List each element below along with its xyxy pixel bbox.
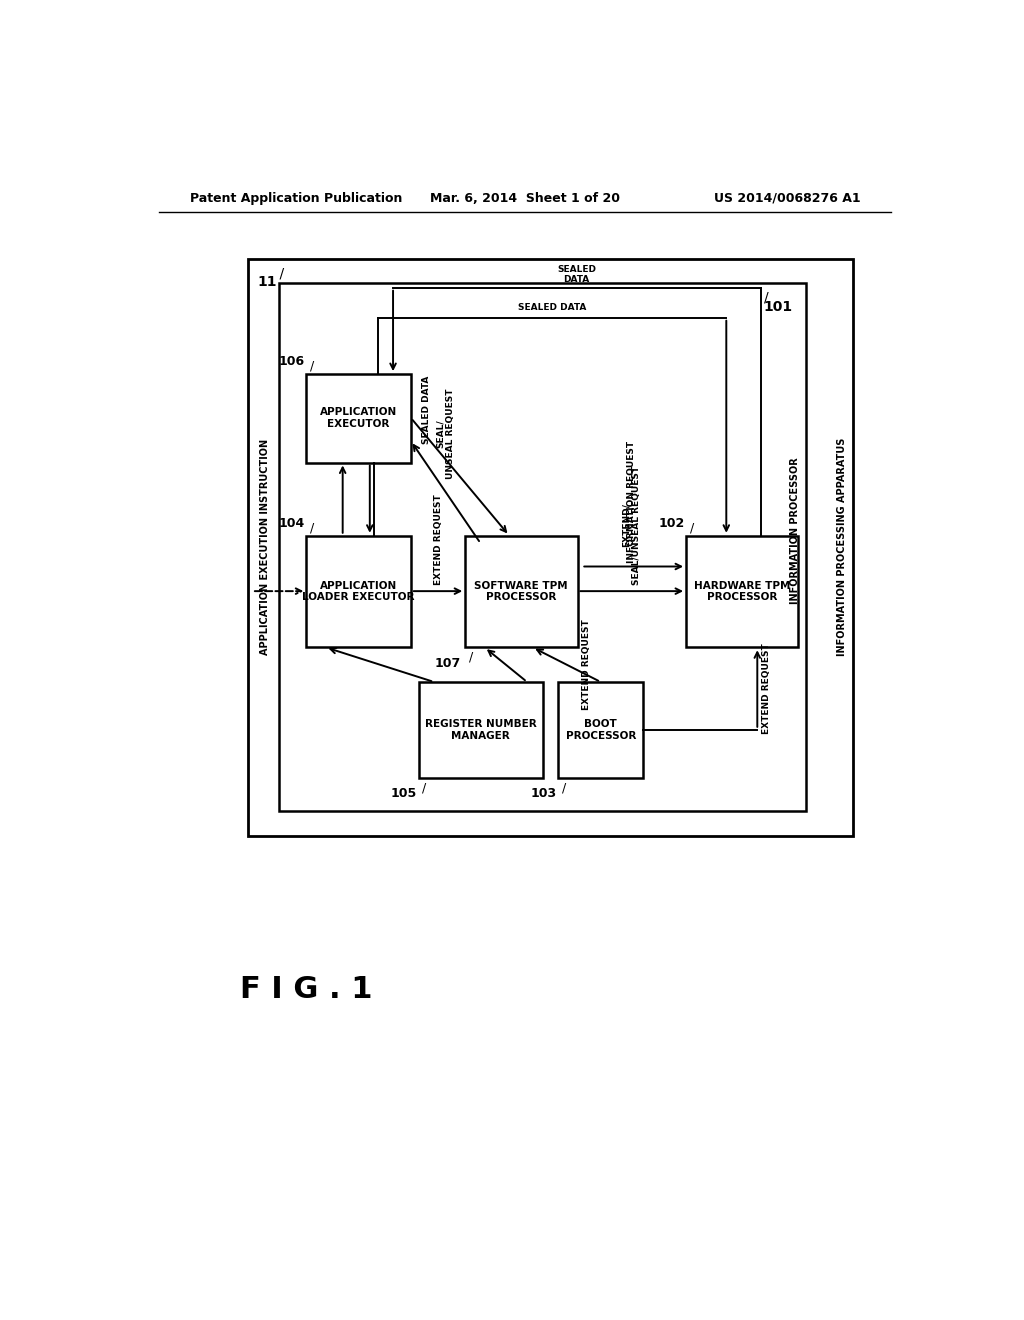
Text: 103: 103 bbox=[530, 788, 557, 800]
Bar bbox=[248, 259, 853, 836]
Text: SEALED DATA: SEALED DATA bbox=[518, 302, 586, 312]
Text: 104: 104 bbox=[279, 516, 305, 529]
Text: APPLICATION EXECUTION INSTRUCTION: APPLICATION EXECUTION INSTRUCTION bbox=[260, 440, 270, 655]
Text: APPLICATION
EXECUTOR: APPLICATION EXECUTOR bbox=[319, 408, 397, 429]
Bar bbox=[465, 536, 578, 647]
Text: /: / bbox=[690, 521, 694, 535]
Text: 102: 102 bbox=[658, 516, 684, 529]
Text: SEAL/
UNSEAL REQUEST: SEAL/ UNSEAL REQUEST bbox=[436, 388, 456, 479]
Bar bbox=[306, 374, 411, 462]
Bar bbox=[419, 682, 543, 779]
Text: 101: 101 bbox=[763, 300, 793, 314]
Text: 11: 11 bbox=[257, 276, 276, 289]
Text: /: / bbox=[469, 651, 473, 664]
Text: /: / bbox=[423, 781, 427, 795]
Text: 107: 107 bbox=[435, 656, 461, 669]
Text: SEALED DATA: SEALED DATA bbox=[422, 376, 431, 445]
Text: 105: 105 bbox=[391, 788, 417, 800]
Text: APPLICATION
LOADER EXECUTOR: APPLICATION LOADER EXECUTOR bbox=[302, 581, 415, 602]
Text: HARDWARE TPM
PROCESSOR: HARDWARE TPM PROCESSOR bbox=[694, 581, 791, 602]
Text: INFORMATION REQUEST: INFORMATION REQUEST bbox=[628, 441, 636, 562]
Text: US 2014/0068276 A1: US 2014/0068276 A1 bbox=[714, 191, 860, 205]
Bar bbox=[558, 682, 643, 779]
Text: BOOT
PROCESSOR: BOOT PROCESSOR bbox=[565, 719, 636, 741]
Text: /: / bbox=[310, 521, 314, 535]
Text: EXTEND/
SEAL/UNSEAL REQUEST: EXTEND/ SEAL/UNSEAL REQUEST bbox=[622, 466, 641, 585]
Text: REGISTER NUMBER
MANAGER: REGISTER NUMBER MANAGER bbox=[425, 719, 537, 741]
Text: EXTEND REQUEST: EXTEND REQUEST bbox=[433, 494, 442, 585]
Text: EXTEND REQUEST: EXTEND REQUEST bbox=[762, 643, 771, 734]
Text: 106: 106 bbox=[279, 355, 305, 368]
Bar bbox=[686, 536, 799, 647]
Text: SOFTWARE TPM
PROCESSOR: SOFTWARE TPM PROCESSOR bbox=[474, 581, 568, 602]
Text: /: / bbox=[273, 267, 284, 280]
Text: INFORMATION PROCESSING APPARATUS: INFORMATION PROCESSING APPARATUS bbox=[837, 438, 847, 656]
Text: /: / bbox=[562, 781, 566, 795]
Text: /: / bbox=[764, 290, 768, 305]
Text: /: / bbox=[310, 359, 314, 372]
Bar bbox=[306, 536, 411, 647]
Text: INFORMATION PROCESSOR: INFORMATION PROCESSOR bbox=[791, 458, 801, 605]
Text: SEALED
DATA: SEALED DATA bbox=[557, 264, 596, 284]
Text: F I G . 1: F I G . 1 bbox=[241, 974, 373, 1003]
Text: Patent Application Publication: Patent Application Publication bbox=[190, 191, 402, 205]
Bar bbox=[280, 284, 806, 810]
Text: Mar. 6, 2014  Sheet 1 of 20: Mar. 6, 2014 Sheet 1 of 20 bbox=[430, 191, 620, 205]
Text: EXTEND REQUEST: EXTEND REQUEST bbox=[583, 619, 591, 710]
